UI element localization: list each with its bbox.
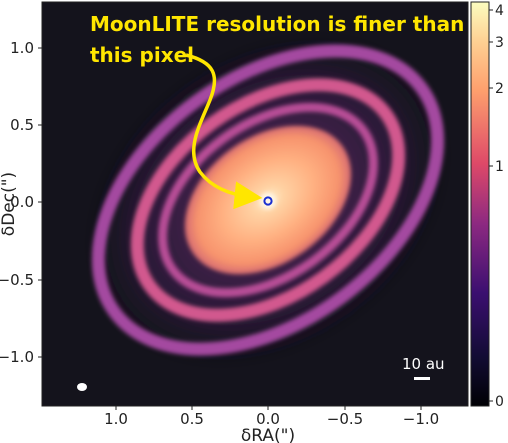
y-tick-label: −1.0 bbox=[0, 348, 34, 366]
annotation-line-2: this pixel bbox=[90, 43, 194, 67]
middle-ring bbox=[158, 102, 378, 298]
x-axis-title: δRA(") bbox=[241, 426, 295, 443]
y-tick-label: 0.5 bbox=[10, 116, 34, 134]
annotation-arrow bbox=[185, 53, 263, 210]
outer-ring bbox=[91, 44, 445, 356]
x-tick-label: 1.0 bbox=[104, 410, 128, 428]
colorbar-gradient bbox=[470, 1, 490, 407]
colorbar-label: 3 bbox=[495, 35, 504, 51]
annotation-line-1: MoonLITE resolution is finer than bbox=[90, 12, 464, 36]
disk-image bbox=[77, 31, 453, 391]
y-axis: 1.0 0.5 0.0 −0.5 −1.0 δDec(") bbox=[0, 39, 42, 366]
scale-bar-label: 10 au bbox=[402, 355, 445, 373]
y-tick-label: −0.5 bbox=[0, 271, 34, 289]
y-axis-title: δDec(") bbox=[0, 172, 19, 236]
scale-bar bbox=[414, 377, 430, 380]
x-tick-label: −0.5 bbox=[327, 410, 363, 428]
colorbar: 4 3 2 1 0 bbox=[470, 1, 504, 410]
colorbar-label: 2 bbox=[495, 81, 504, 97]
central-source bbox=[260, 193, 276, 209]
colorbar-label: 4 bbox=[495, 3, 504, 19]
beam-ellipse bbox=[77, 383, 87, 391]
colorbar-label: 1 bbox=[495, 159, 504, 175]
x-axis: 1.0 0.5 0.0 −0.5 −1.0 δRA(") bbox=[104, 406, 439, 443]
plot-frame bbox=[41, 1, 469, 407]
x-tick-label: 0.0 bbox=[256, 410, 280, 428]
colorbar-label: 0 bbox=[495, 394, 504, 410]
x-tick-label: 0.5 bbox=[180, 410, 204, 428]
y-tick-label: 1.0 bbox=[10, 39, 34, 57]
inner-ring bbox=[130, 78, 406, 322]
resolution-pixel-marker bbox=[263, 196, 273, 206]
y-tick-label: 0.0 bbox=[10, 193, 34, 211]
x-tick-label: −1.0 bbox=[403, 410, 439, 428]
